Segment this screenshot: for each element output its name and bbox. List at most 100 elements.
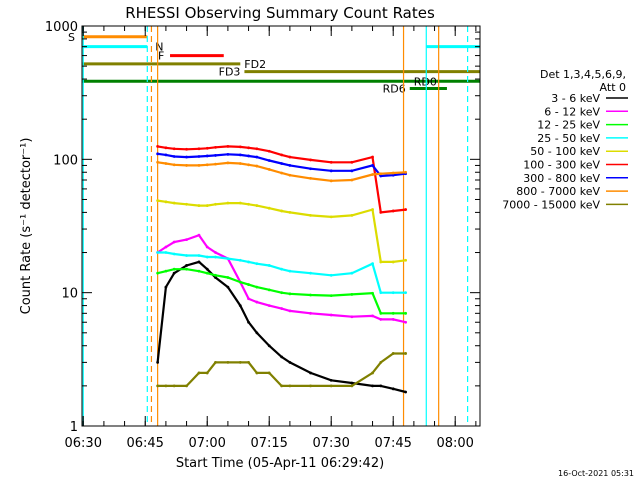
data-point bbox=[255, 300, 259, 304]
data-point bbox=[172, 147, 176, 151]
data-point bbox=[205, 255, 209, 259]
legend-label: 7000 - 15000 keV bbox=[502, 198, 600, 211]
data-point bbox=[156, 145, 160, 148]
data-point bbox=[164, 146, 168, 150]
data-point bbox=[255, 204, 259, 207]
data-point bbox=[172, 201, 176, 205]
data-point bbox=[197, 371, 201, 375]
data-point bbox=[255, 262, 259, 266]
data-point bbox=[164, 384, 168, 388]
data-point bbox=[371, 384, 374, 388]
data-point bbox=[205, 146, 209, 150]
data-point bbox=[247, 163, 250, 167]
data-point bbox=[350, 213, 354, 217]
data-point bbox=[280, 162, 284, 165]
data-point bbox=[329, 313, 333, 317]
data-point bbox=[255, 155, 259, 159]
data-point bbox=[379, 174, 383, 178]
data-point bbox=[280, 153, 284, 157]
y-axis-label: Count Rate (s⁻¹ detector⁻¹) bbox=[19, 138, 34, 315]
data-point bbox=[280, 291, 284, 295]
data-point bbox=[164, 269, 168, 273]
data-point bbox=[379, 210, 383, 214]
legend-header: Det 1,3,4,5,6,9, bbox=[540, 68, 626, 81]
data-point bbox=[288, 173, 292, 177]
x-tick-label: 07:45 bbox=[374, 436, 411, 451]
data-point bbox=[280, 171, 284, 175]
flag-label-s: S bbox=[68, 31, 75, 44]
data-point bbox=[280, 267, 284, 271]
data-point bbox=[391, 291, 395, 295]
data-point bbox=[329, 294, 333, 298]
data-point bbox=[404, 390, 408, 394]
data-point bbox=[391, 260, 395, 264]
data-point bbox=[226, 152, 230, 156]
data-point bbox=[288, 269, 292, 273]
chart-title: RHESSI Observing Summary Count Rates bbox=[125, 4, 435, 22]
flag-label-n: N bbox=[155, 41, 163, 54]
data-point bbox=[267, 344, 271, 348]
data-point bbox=[172, 267, 176, 271]
x-tick-label: 06:30 bbox=[65, 436, 102, 451]
data-point bbox=[350, 169, 354, 173]
data-point bbox=[288, 360, 292, 364]
y-tick-label: 1000 bbox=[45, 20, 78, 35]
data-point bbox=[350, 271, 354, 275]
data-point bbox=[238, 201, 242, 205]
data-point bbox=[164, 200, 168, 204]
flag-label-f: F bbox=[158, 50, 164, 63]
data-point bbox=[379, 311, 383, 315]
data-point bbox=[350, 178, 354, 182]
data-point bbox=[156, 360, 160, 364]
data-point bbox=[226, 257, 230, 261]
data-point bbox=[164, 245, 168, 249]
data-point bbox=[255, 371, 259, 375]
data-point bbox=[226, 201, 230, 205]
data-point bbox=[309, 293, 312, 297]
data-point bbox=[185, 147, 188, 151]
data-point bbox=[404, 352, 408, 355]
x-axis: 06:30 06:45 07:00 07:15 07:30 07:45 08:00 bbox=[65, 26, 477, 451]
data-point bbox=[226, 145, 230, 148]
data-point bbox=[156, 160, 160, 164]
data-point bbox=[288, 164, 292, 167]
legend-label: 6 - 12 keV bbox=[544, 105, 600, 118]
data-point bbox=[172, 384, 176, 388]
data-point bbox=[214, 251, 217, 254]
data-point bbox=[280, 384, 284, 388]
data-point bbox=[267, 159, 271, 162]
data-point bbox=[309, 158, 312, 162]
data-point bbox=[172, 271, 176, 275]
data-point bbox=[255, 147, 259, 151]
flag-label-fd2: FD2 bbox=[244, 58, 266, 71]
data-point bbox=[280, 307, 284, 310]
data-point bbox=[371, 155, 374, 159]
data-point bbox=[267, 264, 271, 267]
data-point bbox=[238, 304, 242, 307]
data-point bbox=[391, 352, 395, 355]
data-point bbox=[226, 161, 230, 165]
data-point bbox=[288, 292, 292, 296]
data-point bbox=[371, 262, 374, 266]
flag-label-rd6: RD6 bbox=[383, 82, 406, 95]
data-point bbox=[247, 146, 250, 150]
data-point bbox=[205, 271, 209, 275]
series-line bbox=[157, 352, 406, 387]
data-point bbox=[350, 293, 354, 296]
data-point bbox=[379, 360, 383, 364]
data-point bbox=[379, 384, 383, 388]
data-point bbox=[391, 318, 395, 321]
data-point bbox=[185, 267, 188, 271]
data-point bbox=[214, 273, 217, 277]
flag-label-rd0: RD0 bbox=[414, 75, 437, 88]
series-line bbox=[157, 161, 406, 182]
data-point bbox=[255, 331, 259, 335]
y-axis: 1 10 100 1000 bbox=[45, 20, 480, 435]
series-line bbox=[157, 268, 406, 315]
flag-label-fd3: FD3 bbox=[219, 66, 241, 79]
data-point bbox=[391, 173, 395, 177]
data-point bbox=[247, 283, 250, 286]
data-point bbox=[404, 258, 408, 262]
